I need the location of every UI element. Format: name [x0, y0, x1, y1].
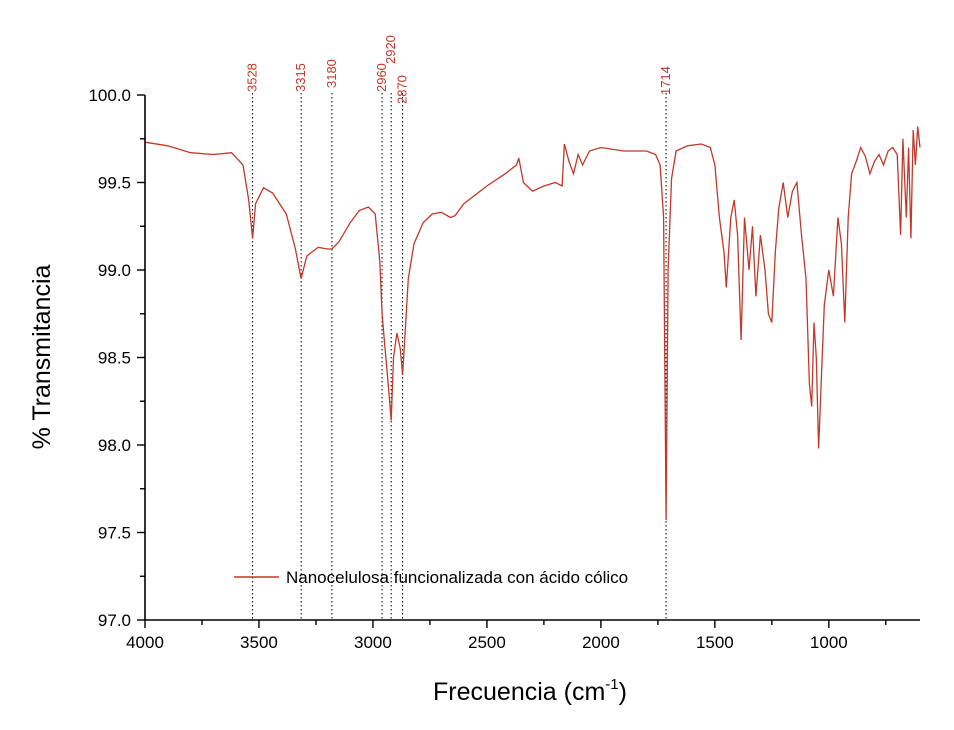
peak-label: 2870	[395, 75, 410, 104]
y-tick-label: 97.5	[98, 524, 131, 543]
axes	[144, 95, 920, 621]
series-line	[144, 126, 921, 521]
y-tick-label: 99.5	[98, 174, 131, 193]
peak-label: 3180	[324, 59, 339, 88]
y-axis-title: % Transmitancia	[28, 265, 56, 450]
y-tick-label: 100.0	[88, 86, 131, 105]
x-tick-label: 2500	[468, 633, 506, 652]
x-axis-title: Frecuencia (cm-1)	[433, 676, 627, 706]
legend: Nanocelulosa funcionalizada con ácido có…	[234, 568, 628, 587]
x-tick-label: 1500	[696, 633, 734, 652]
x-tick-label: 3500	[240, 633, 278, 652]
peak-label: 2920	[383, 35, 398, 64]
y-tick-label: 98.0	[98, 436, 131, 455]
ticks: 4000 3500 3000 2500 2000 1500 1000 97.0 97.5 98.0…	[88, 86, 887, 652]
legend-label: Nanocelulosa funcionalizada con ácido có…	[286, 568, 628, 587]
x-tick-label: 4000	[126, 633, 164, 652]
x-tick-label: 1000	[810, 633, 848, 652]
peak-label: 3528	[245, 63, 260, 92]
peak-label: 1714	[658, 66, 673, 95]
peak-label: 2960	[374, 63, 389, 92]
x-tick-label: 3000	[354, 633, 392, 652]
y-tick-label: 97.0	[98, 611, 131, 630]
peak-label: 3315	[293, 63, 308, 92]
x-tick-label: 2000	[582, 633, 620, 652]
y-tick-label: 98.5	[98, 349, 131, 368]
y-tick-label: 99.0	[98, 261, 131, 280]
